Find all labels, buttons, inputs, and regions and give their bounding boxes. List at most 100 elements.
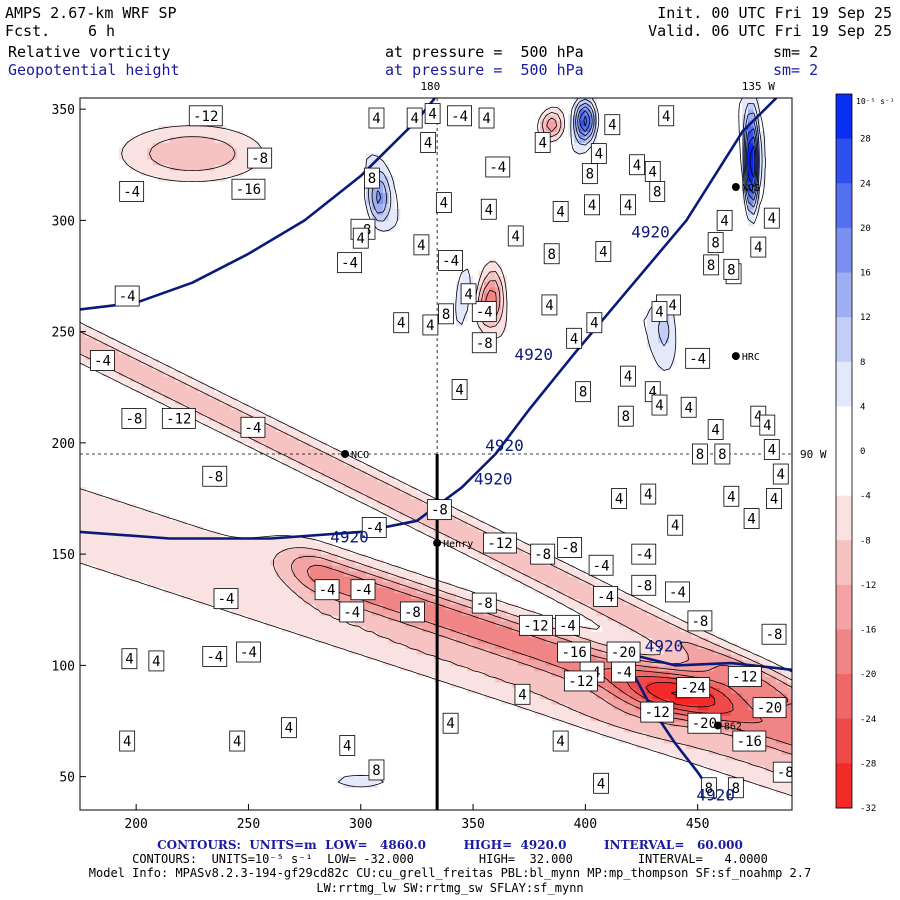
vorticity-cell — [147, 509, 154, 516]
vorticity-cell — [80, 509, 86, 516]
vorticity-cell — [708, 759, 715, 766]
vorticity-cell — [349, 620, 356, 627]
vorticity-label: 4 — [480, 198, 497, 220]
vorticity-cell — [180, 592, 187, 599]
vorticity-cell — [253, 553, 260, 560]
vorticity-cell — [130, 520, 137, 527]
vorticity-cell — [163, 526, 171, 533]
vorticity-cell — [124, 364, 131, 371]
vorticity-cell — [214, 153, 221, 160]
svg-text:4: 4 — [649, 164, 657, 180]
vorticity-cell — [321, 459, 328, 466]
vorticity-cell — [753, 759, 760, 766]
vorticity-label: 4 — [566, 327, 583, 349]
vorticity-cell — [495, 670, 502, 677]
vorticity-cell — [192, 587, 199, 594]
vorticity-cell — [236, 170, 244, 177]
vorticity-cell — [152, 520, 159, 527]
vorticity-cell — [528, 659, 536, 666]
vorticity-cell — [556, 670, 564, 677]
vorticity-cell — [652, 681, 659, 688]
vorticity-cell — [747, 125, 755, 132]
vorticity-label: -8 — [247, 147, 273, 169]
vorticity-cell — [236, 587, 244, 594]
vorticity-cell — [573, 576, 581, 583]
vorticity-cell — [534, 692, 541, 700]
vorticity-cell — [759, 776, 766, 783]
vorticity-cell — [658, 726, 665, 733]
vorticity-cell — [152, 375, 159, 382]
vorticity-cell — [343, 553, 350, 560]
vorticity-cell — [80, 503, 86, 510]
vorticity-cell — [214, 548, 221, 555]
vorticity-cell — [309, 537, 317, 544]
vorticity-cell — [135, 548, 143, 555]
vorticity-cell — [489, 642, 496, 649]
vorticity-label: -12 — [519, 614, 553, 636]
vorticity-cell — [455, 520, 463, 527]
vorticity-cell — [573, 587, 581, 594]
vorticity-cell — [169, 531, 176, 538]
vorticity-cell — [697, 653, 704, 661]
vorticity-cell — [276, 581, 283, 588]
vorticity-cell — [450, 615, 457, 622]
vorticity-cell — [175, 131, 182, 138]
vorticity-cell — [214, 564, 221, 572]
vorticity-cell — [759, 781, 766, 789]
vorticity-cell — [332, 453, 339, 460]
vorticity-cell — [119, 342, 126, 349]
vorticity-cell — [556, 581, 564, 588]
vorticity-cell — [382, 498, 390, 505]
vorticity-cell — [495, 564, 502, 572]
vorticity-cell — [203, 131, 210, 138]
vorticity-cell — [152, 559, 159, 566]
vorticity-cell — [461, 531, 468, 538]
vorticity-cell — [287, 564, 294, 572]
vorticity-cell — [663, 631, 670, 638]
vorticity-cell — [214, 125, 221, 132]
vorticity-cell — [158, 570, 165, 577]
vorticity-label: -4 — [337, 252, 362, 274]
vorticity-cell — [298, 448, 305, 455]
vorticity-label: -4 — [554, 614, 580, 636]
vorticity-cell — [399, 570, 406, 577]
vorticity-cell — [646, 726, 654, 733]
vorticity-cell — [601, 692, 609, 700]
vorticity-cell — [590, 108, 597, 115]
vorticity-cell — [197, 386, 204, 394]
vorticity-cell — [775, 737, 783, 744]
vorticity-cell — [225, 420, 232, 427]
vorticity-cell — [96, 520, 103, 527]
vorticity-cell — [534, 670, 541, 677]
vorticity-cell — [180, 553, 187, 560]
vorticity-cell — [208, 136, 216, 143]
vorticity-cell — [141, 170, 148, 177]
colorbar-segment — [836, 540, 852, 586]
vorticity-cell — [158, 581, 165, 588]
vorticity-cell — [540, 709, 547, 716]
vorticity-cell — [270, 425, 277, 433]
vorticity-cell — [354, 598, 362, 605]
vorticity-cell — [349, 464, 356, 471]
vorticity-cell — [377, 197, 384, 204]
vorticity-cell — [253, 564, 260, 572]
vorticity-cell — [579, 581, 586, 588]
vorticity-cell — [410, 520, 418, 527]
vorticity-cell — [416, 587, 423, 594]
vorticity-cell — [377, 164, 384, 171]
vorticity-cell — [495, 665, 502, 672]
vorticity-cell — [439, 670, 446, 677]
vorticity-cell — [119, 564, 126, 572]
vorticity-cell — [764, 731, 771, 738]
vorticity-cell — [163, 520, 171, 527]
vorticity-cell — [338, 637, 345, 644]
vorticity-cell — [551, 626, 558, 633]
vorticity-cell — [506, 692, 513, 700]
vorticity-label: 4 — [772, 463, 789, 485]
vorticity-cell — [90, 548, 98, 555]
vorticity-cell — [388, 192, 395, 199]
vorticity-cell — [652, 642, 659, 649]
vorticity-cell — [562, 659, 569, 666]
vorticity-cell — [130, 526, 137, 533]
vorticity-cell — [175, 153, 182, 160]
